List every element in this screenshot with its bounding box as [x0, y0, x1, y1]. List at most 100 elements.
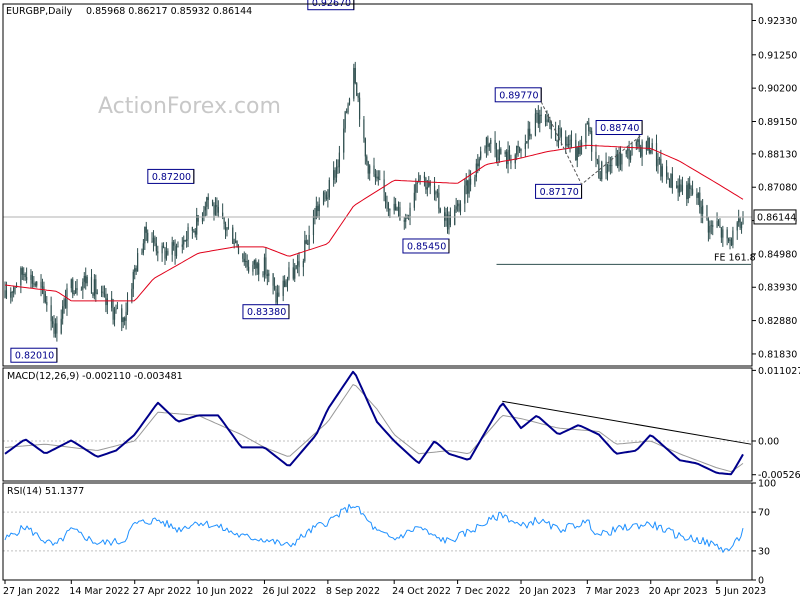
candle-body: [346, 111, 348, 113]
candle-body: [657, 159, 659, 167]
candle-body: [648, 137, 650, 154]
candle-body: [389, 208, 391, 211]
candle-body: [595, 151, 597, 159]
candle-body: [726, 229, 728, 239]
candle-body: [369, 165, 371, 174]
candle-body: [327, 197, 329, 199]
candle-body: [691, 188, 694, 194]
candle-body: [174, 245, 176, 257]
candle-body: [518, 147, 521, 152]
candle-body: [256, 263, 258, 269]
price-ytick-label: 0.90200: [758, 84, 797, 95]
candle-body: [474, 177, 476, 185]
x-tick-label: 7 Mar 2023: [585, 586, 639, 597]
candle-body: [661, 166, 663, 177]
candle-body: [86, 276, 88, 284]
candle-body: [567, 144, 570, 145]
candle-body: [526, 141, 528, 144]
rsi-line: [4, 503, 744, 553]
candle-body: [167, 250, 169, 255]
candle-body: [507, 150, 509, 165]
current-price-box: [753, 209, 797, 225]
candle-body: [154, 237, 156, 244]
candle-body: [90, 276, 93, 294]
candle-body: [222, 212, 224, 217]
candle-body: [459, 203, 462, 212]
candle-body: [322, 192, 325, 205]
candle-body: [719, 225, 721, 228]
candle-body: [5, 290, 8, 298]
x-tick-label: 24 Oct 2022: [392, 586, 451, 597]
candle-body: [292, 267, 294, 279]
candle-body: [64, 299, 67, 309]
candle-body: [498, 148, 501, 161]
candle-body: [14, 287, 16, 289]
candle-body: [413, 192, 415, 208]
candle-body: [262, 274, 264, 276]
candle-body: [258, 263, 260, 275]
candle-body: [534, 113, 537, 136]
candle-body: [547, 119, 550, 123]
price-annotation-label: 0.87200: [152, 172, 191, 183]
candle-body: [689, 183, 691, 189]
candle-body: [73, 293, 75, 294]
candle-body: [302, 261, 304, 268]
candle-body: [616, 154, 619, 167]
candle-body: [625, 150, 627, 155]
rsi-pane: RSI(14) 51.1377 100 70 30 0: [3, 479, 776, 587]
candle-body: [194, 230, 196, 235]
candle-body: [635, 141, 637, 146]
price-ytick-label: 0.89150: [758, 117, 797, 128]
candle-body: [193, 230, 195, 232]
price-annotation-label: 0.85450: [407, 241, 446, 252]
candle-body: [517, 145, 519, 148]
candle-body: [465, 180, 467, 186]
candle-body: [475, 163, 477, 178]
candle-body: [742, 216, 744, 225]
candle-body: [717, 221, 720, 226]
candle-body: [184, 240, 186, 242]
candle-body: [419, 175, 421, 180]
candle-body: [181, 244, 183, 247]
candle-body: [145, 226, 147, 233]
candle-body: [666, 166, 668, 177]
candle-body: [738, 218, 740, 223]
candle-body: [477, 163, 479, 167]
candle-body: [615, 154, 617, 166]
candle-body: [591, 130, 593, 152]
candle-body: [246, 260, 248, 267]
candle-body: [387, 203, 390, 209]
candle-body: [263, 257, 266, 276]
candle-body: [425, 178, 427, 190]
candle-body: [396, 207, 398, 211]
candle-body: [539, 114, 541, 124]
candle-body: [647, 137, 649, 151]
candle-body: [510, 158, 512, 164]
candle-body: [124, 317, 126, 321]
candle-body: [529, 128, 531, 136]
candle-body: [177, 246, 179, 248]
candle-body: [495, 149, 498, 158]
x-tick-label: 14 Mar 2022: [69, 586, 129, 597]
candle-body: [506, 151, 508, 165]
candle-body: [660, 158, 662, 177]
price-ytick-label: 0.84980: [758, 249, 797, 260]
candle-body: [308, 235, 310, 245]
candle-body: [458, 203, 460, 212]
candle-body: [34, 283, 36, 286]
candle-body: [373, 165, 375, 174]
candle-body: [667, 176, 669, 180]
candle-body: [364, 138, 366, 157]
candle-body: [100, 291, 103, 293]
candle-body: [570, 139, 573, 141]
candle-body: [213, 205, 215, 215]
candle-body: [405, 218, 407, 222]
candle-body: [580, 142, 583, 147]
x-tick-label: 7 Dec 2022: [456, 586, 511, 597]
candle-body: [606, 171, 609, 174]
candle-body: [415, 184, 417, 193]
candle-body: [727, 238, 730, 242]
candle-body: [338, 152, 341, 168]
candle-body: [247, 266, 250, 272]
